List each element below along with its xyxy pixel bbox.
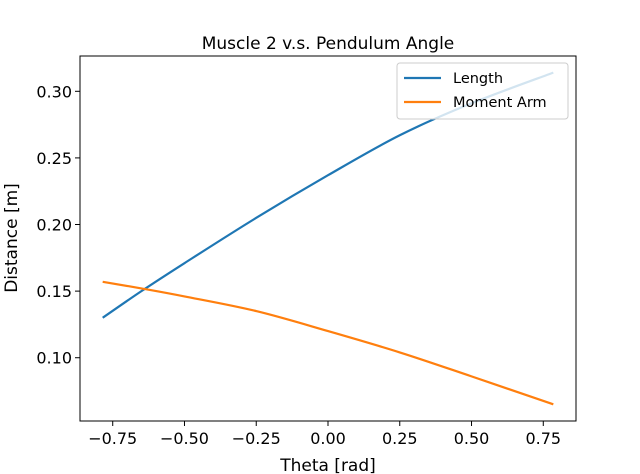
legend-label: Length xyxy=(453,71,503,87)
x-tick-label: 0.00 xyxy=(310,429,346,448)
y-axis-label: Distance [m] xyxy=(2,183,22,293)
x-axis-label: Theta [rad] xyxy=(279,456,376,474)
legend-items: Length Moment Arm xyxy=(404,71,547,111)
legend-label: Moment Arm xyxy=(453,95,547,111)
x-axis-ticks: −0.75 −0.50 −0.25 0.00 0.25 0.50 0.75 xyxy=(88,421,561,448)
x-tick-label: −0.75 xyxy=(88,429,137,448)
y-tick-label: 0.25 xyxy=(36,149,72,168)
x-tick-label: −0.25 xyxy=(232,429,281,448)
y-tick-label: 0.20 xyxy=(36,216,72,235)
x-tick-label: 0.25 xyxy=(382,429,418,448)
y-tick-label: 0.15 xyxy=(36,282,72,301)
series-layer xyxy=(102,71,554,406)
chart-title: Muscle 2 v.s. Pendulum Angle xyxy=(202,34,455,54)
y-axis-ticks: 0.10 0.15 0.20 0.25 0.30 xyxy=(36,82,80,368)
x-tick-label: 0.75 xyxy=(525,429,561,448)
legend: Length Moment Arm xyxy=(396,62,569,120)
series-line-moment-arm xyxy=(102,280,554,406)
x-tick-label: −0.50 xyxy=(160,429,209,448)
y-tick-label: 0.30 xyxy=(36,82,72,101)
y-tick-label: 0.10 xyxy=(36,349,72,368)
x-tick-label: 0.50 xyxy=(454,429,490,448)
